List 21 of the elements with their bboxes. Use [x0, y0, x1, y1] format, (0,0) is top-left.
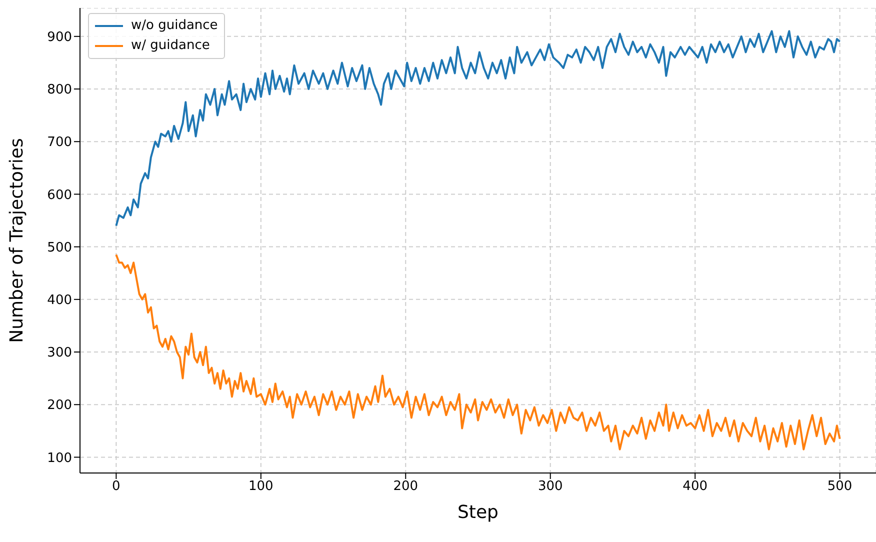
x-tick-label: 0: [112, 479, 120, 494]
x-tick-label: 100: [248, 479, 274, 494]
y-tick-label: 900: [47, 30, 72, 46]
y-tick-label: 500: [47, 240, 72, 256]
x-tick-label: 200: [393, 479, 418, 494]
y-tick-label: 400: [47, 293, 72, 308]
y-tick-label: 300: [47, 346, 72, 361]
line-series: [115, 254, 841, 450]
y-tick-label: 100: [47, 450, 72, 466]
x-axis-title: Step: [458, 502, 498, 523]
line-series: [115, 30, 841, 227]
y-tick-label: 700: [47, 135, 72, 150]
x-tick-label: 400: [682, 479, 708, 494]
y-tick-label: 800: [47, 82, 72, 98]
y-axis-title: Number of Trajectories: [6, 138, 28, 343]
y-tick-label: 200: [47, 398, 72, 414]
legend-label: w/o guidance: [131, 17, 218, 35]
y-tick-label: 600: [47, 188, 72, 203]
legend-label: w/ guidance: [131, 37, 210, 55]
x-tick-label: 500: [827, 479, 852, 494]
x-tick-label: 300: [538, 479, 563, 494]
